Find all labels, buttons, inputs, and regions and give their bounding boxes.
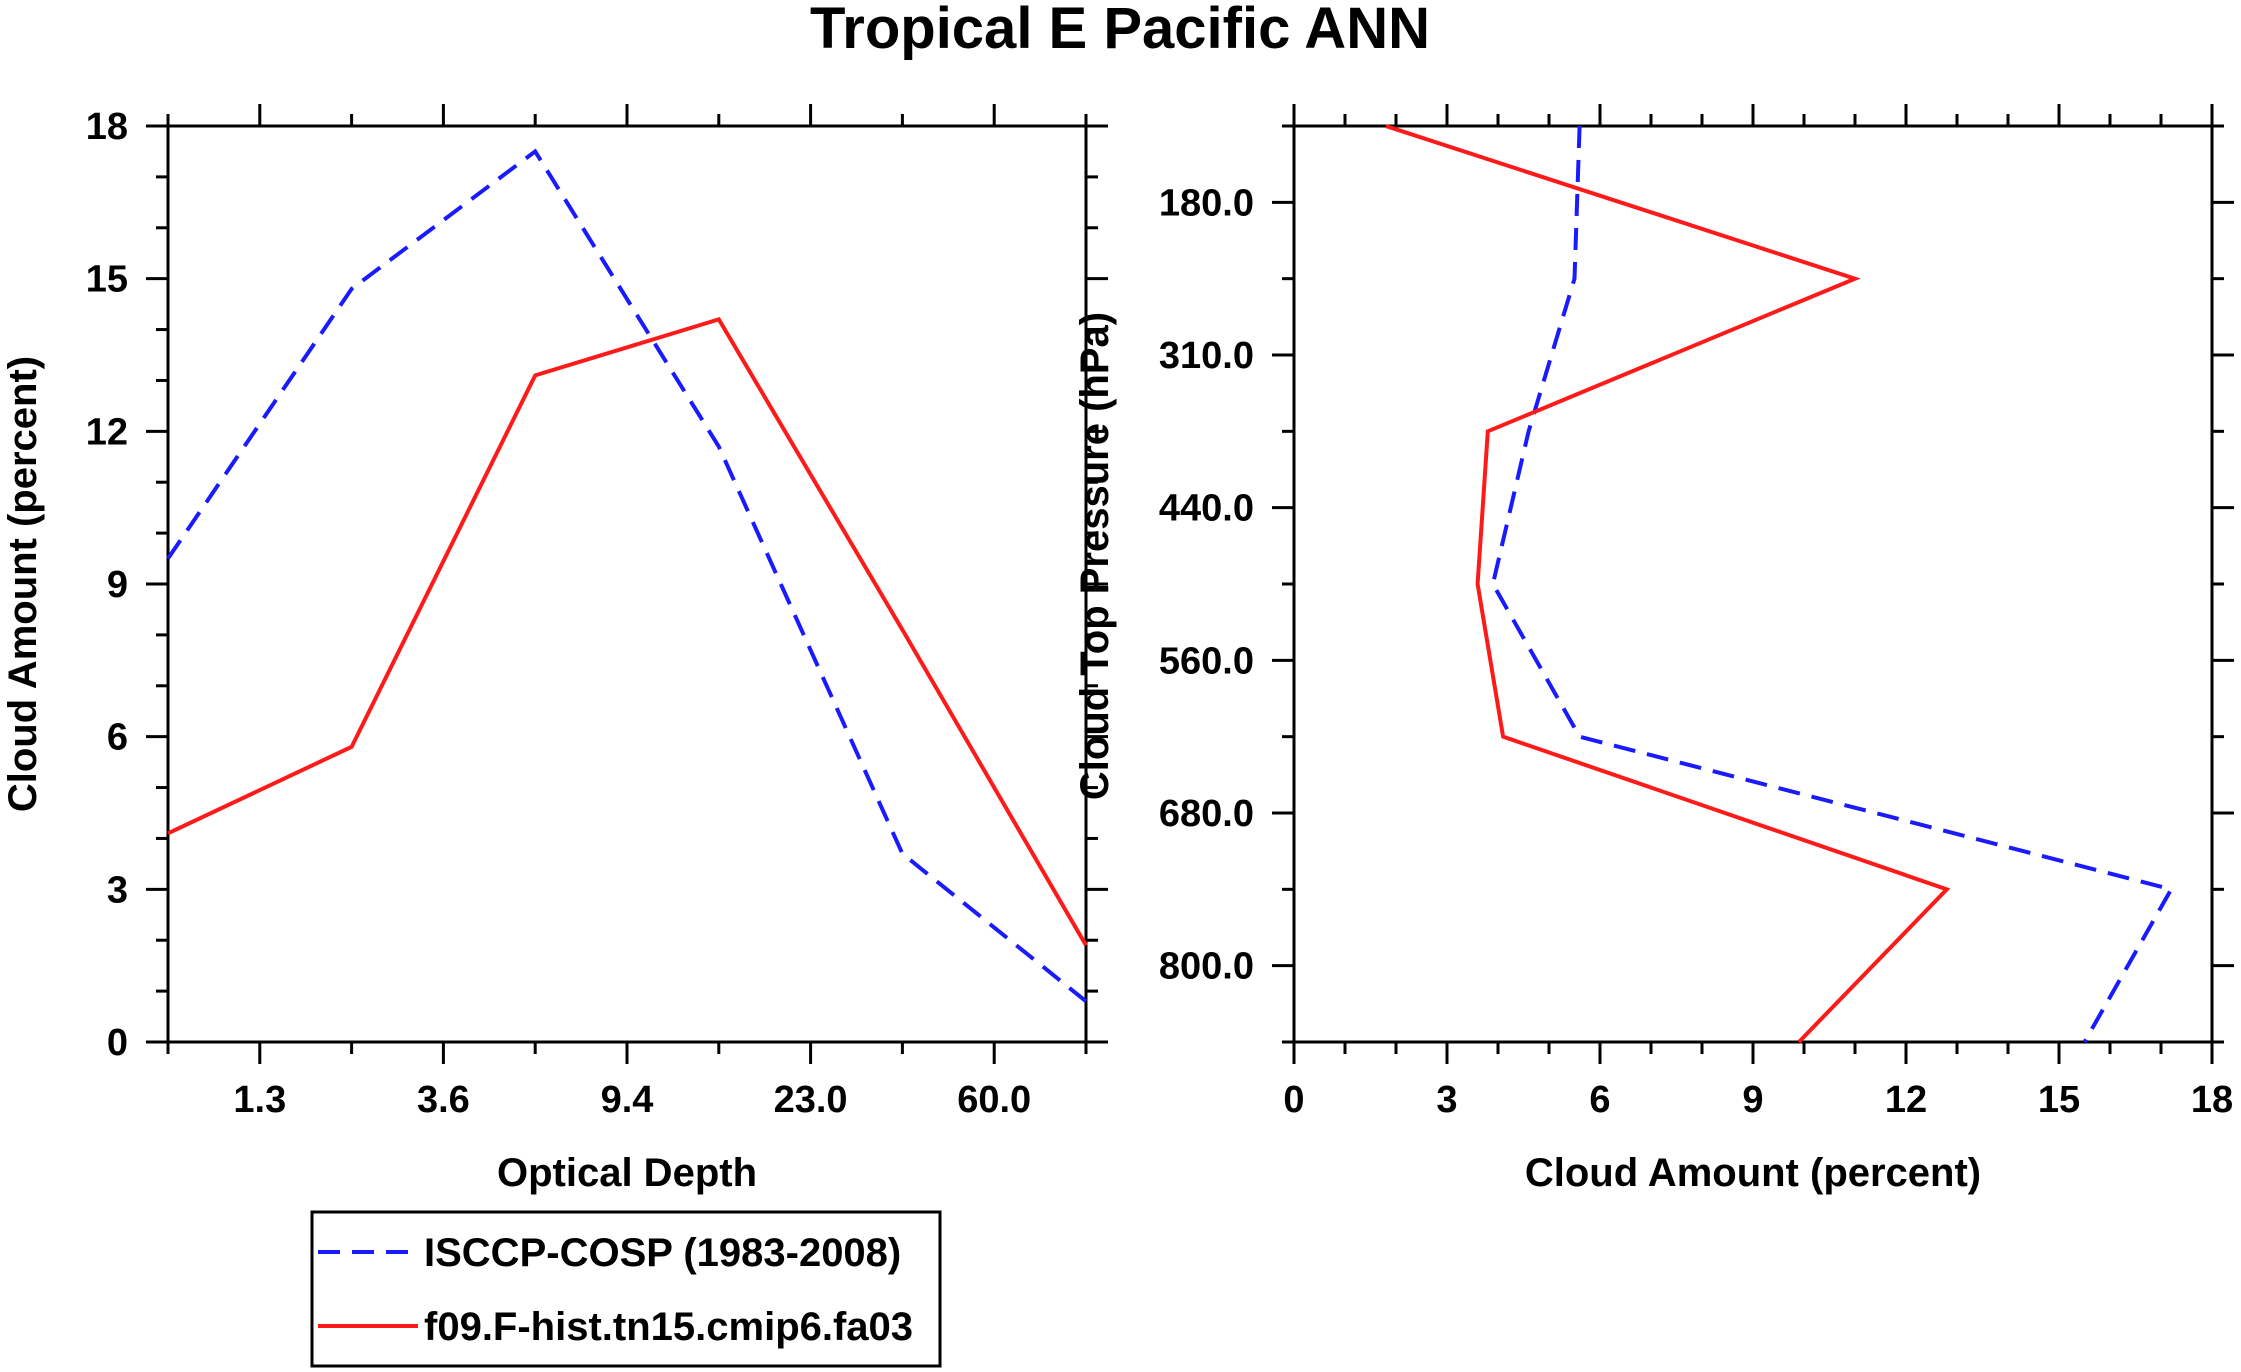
left-plot-frame [166, 124, 1088, 1044]
left-chart-optical-depth: 0 3 6 9 12 15 18 1.3 3.6 9.4 23.0 60.0 Optical Depth… [1, 104, 1108, 1195]
right-x-tick-label: 18 [2191, 1079, 2233, 1121]
left-x-axis-label: Optical Depth [497, 1151, 757, 1195]
left-x-tick-label: 3.6 [417, 1079, 470, 1121]
right-chart-cloud-top-pressure: 0 3 6 9 12 15 18 180.0 310.0 440.0 560.0 680.0 800.0… [1073, 104, 2234, 1195]
right-x-tick-label: 0 [1283, 1079, 1304, 1121]
left-y-tick-label: 0 [107, 1022, 128, 1064]
left-series-line-isccp [166, 148, 1088, 1003]
left-y-tick-label: 18 [86, 106, 128, 148]
figure-title: Tropical E Pacific ANN [810, 0, 1430, 61]
left-series-line-model [167, 317, 1088, 947]
left-y-tick-label: 3 [107, 869, 128, 911]
left-y-tick-label: 9 [107, 564, 128, 606]
left-x-tick-label: 23.0 [774, 1079, 848, 1121]
right-series-line-isccp [1490, 125, 2175, 1043]
right-series-line-model [1385, 124, 1951, 1044]
legend-label-model: f09.F-hist.tn15.cmip6.fa03 [424, 1305, 913, 1349]
right-y-tick-label: 180.0 [1159, 182, 1254, 224]
right-x-tick-label: 3 [1436, 1079, 1457, 1121]
right-x-tick-label: 12 [1885, 1079, 1927, 1121]
right-x-tick-label: 15 [2038, 1079, 2080, 1121]
right-y-tick-label: 440.0 [1159, 488, 1254, 530]
right-y-axis-label: Cloud Top Pressure (hPa) [1073, 312, 1117, 800]
right-y-tick-label: 680.0 [1159, 793, 1254, 835]
left-x-tick-label: 1.3 [233, 1079, 286, 1121]
left-y-tick-label: 15 [86, 259, 128, 301]
left-y-axis-label: Cloud Amount (percent) [1, 356, 45, 812]
right-y-tick-label: 800.0 [1159, 946, 1254, 988]
right-y-tick-label: 560.0 [1159, 640, 1254, 682]
right-x-tick-label: 9 [1742, 1079, 1763, 1121]
right-x-tick-label: 6 [1589, 1079, 1610, 1121]
left-y-tick-label: 6 [107, 717, 128, 759]
right-y-tick-label: 310.0 [1159, 335, 1254, 377]
right-plot-frame [1292, 124, 2214, 1044]
legend: ISCCP-COSP (1983-2008) f09.F-hist.tn15.cm… [310, 1210, 942, 1368]
legend-box [310, 1210, 942, 1368]
left-y-tick-label: 12 [86, 411, 128, 453]
left-x-tick-label: 60.0 [957, 1079, 1031, 1121]
right-x-axis-label: Cloud Amount (percent) [1525, 1151, 1981, 1195]
left-x-tick-label: 9.4 [601, 1079, 654, 1121]
legend-label-isccp: ISCCP-COSP (1983-2008) [424, 1231, 901, 1275]
